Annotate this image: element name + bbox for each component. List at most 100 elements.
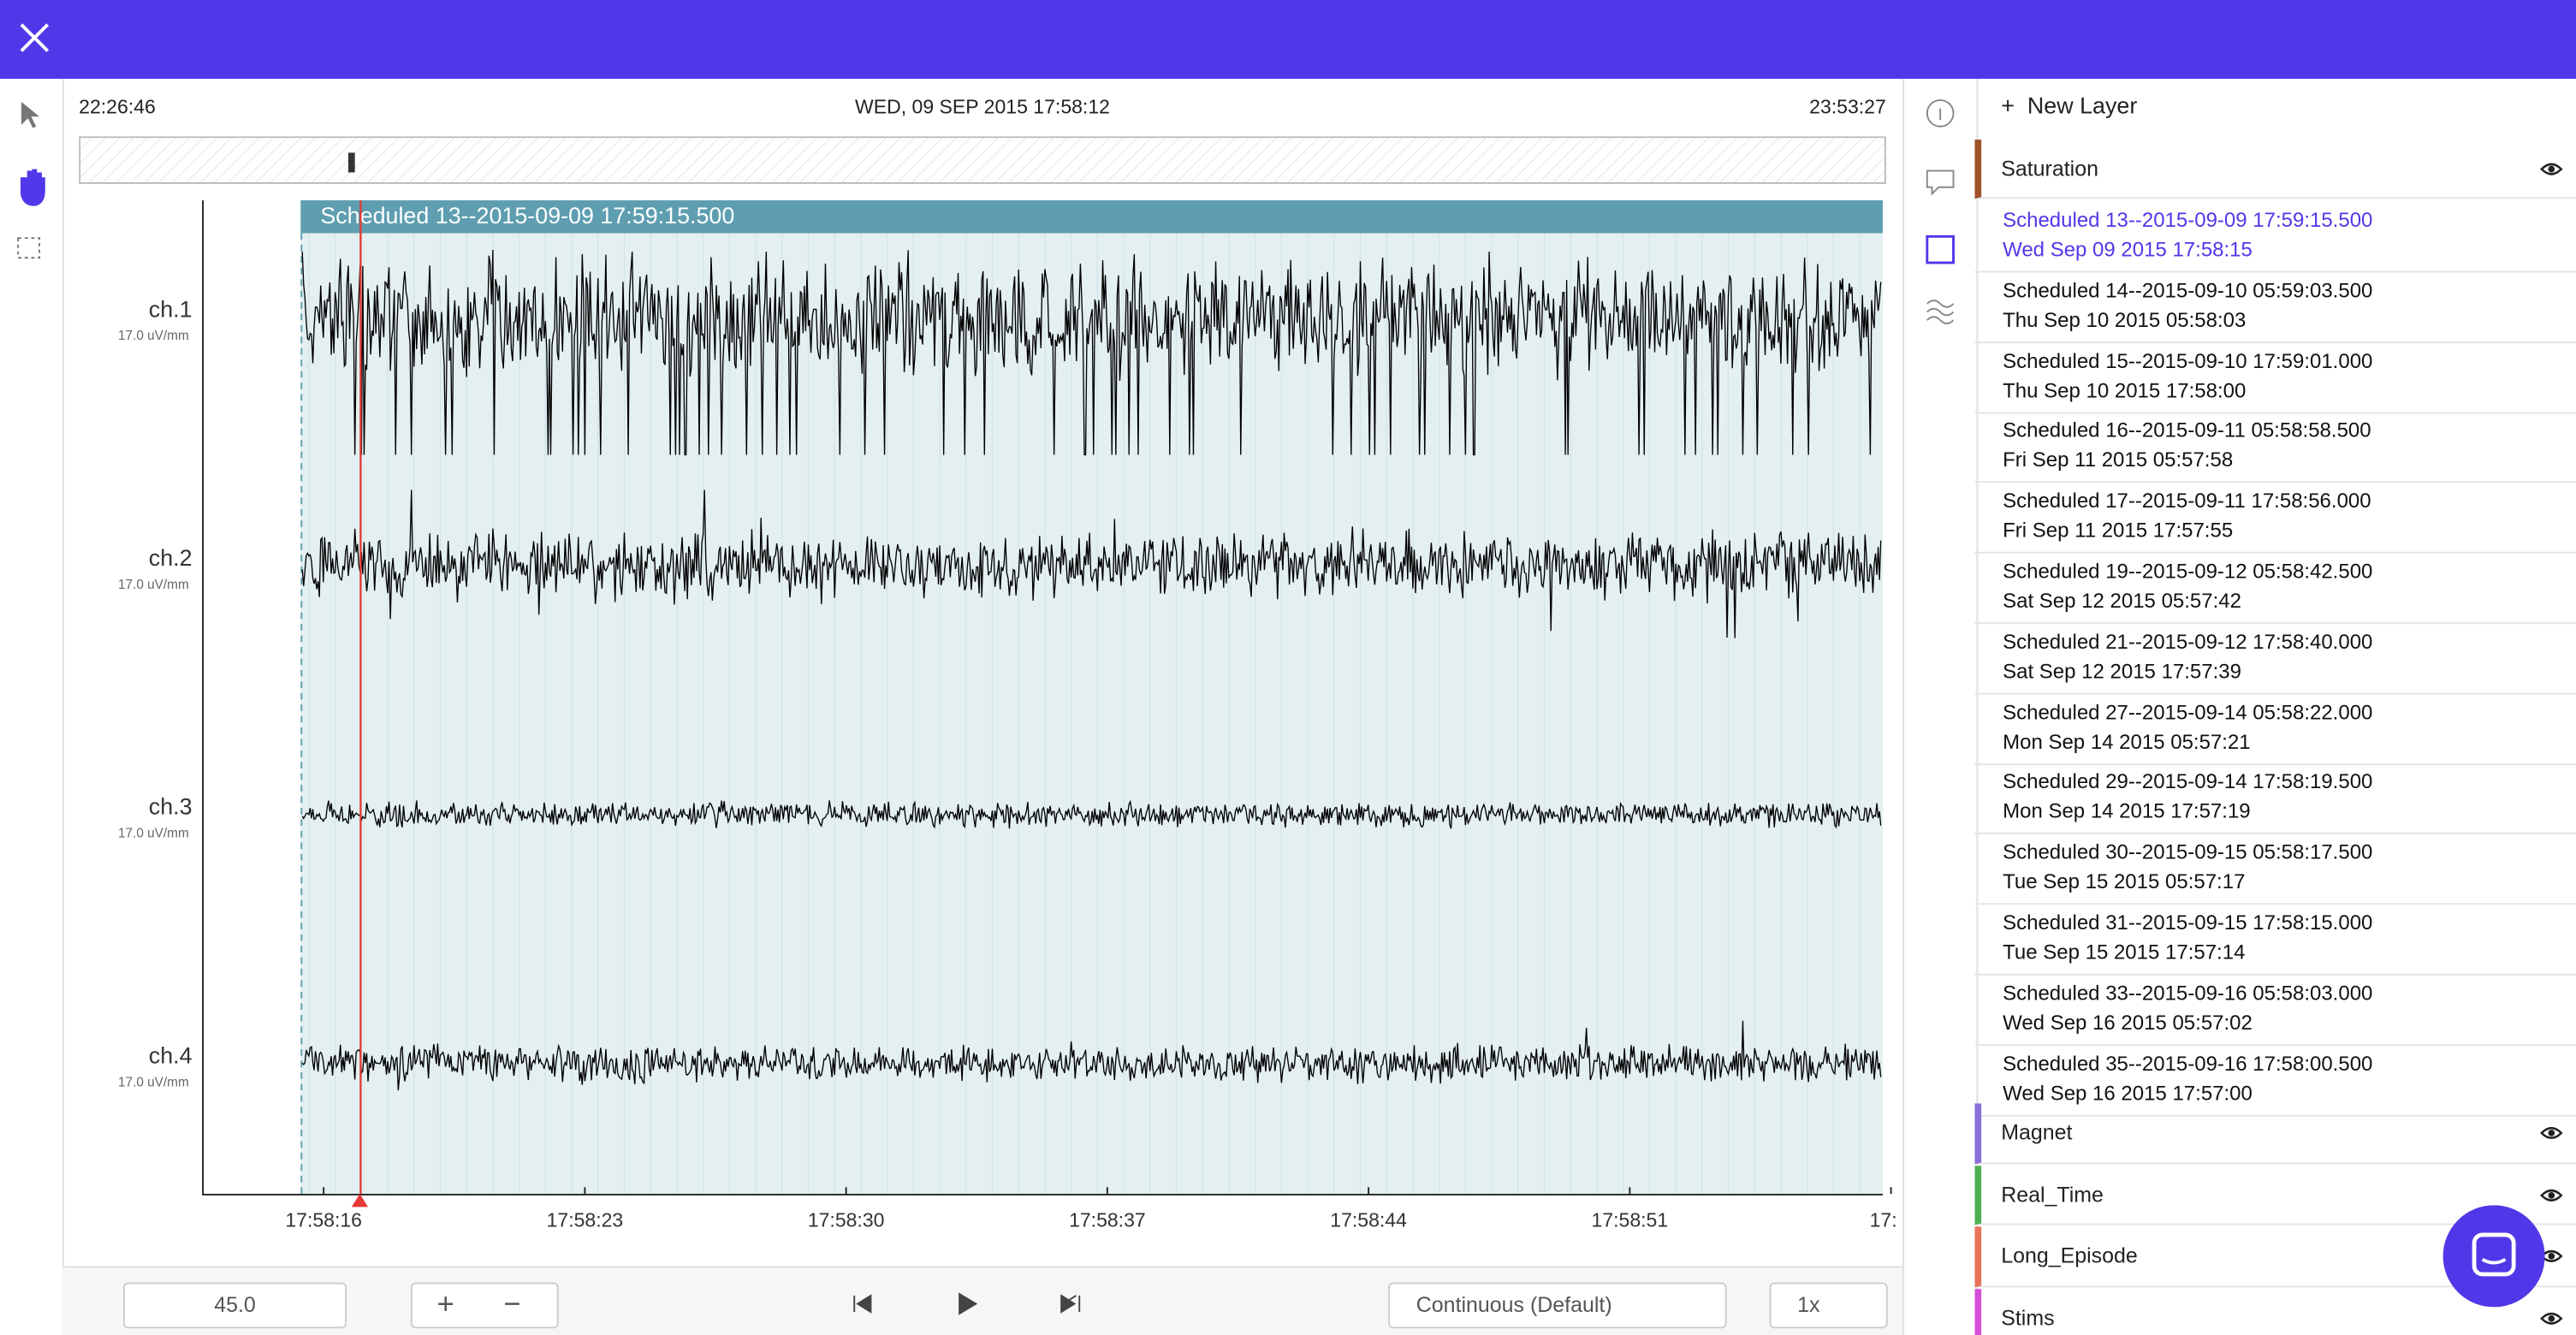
eye-pupil	[2548, 165, 2555, 173]
layer-item[interactable]: Scheduled 35--2015-09-16 17:58:00.500 Wed…	[1974, 1044, 2576, 1117]
eye-pupil	[2548, 1314, 2555, 1321]
visibility-toggle[interactable]	[2540, 1124, 2563, 1141]
layer-item-time: Fri Sep 11 2015 17:57:55	[2003, 519, 2234, 543]
layer-group-name: Saturation	[2001, 156, 2098, 181]
overview-bar[interactable]	[79, 136, 1888, 186]
layer-group-name: Real_Time	[2001, 1181, 2104, 1207]
tools[interactable]	[15, 98, 47, 295]
channel-scale: 17.0 uV/mm	[118, 329, 189, 343]
layer-item[interactable]: Scheduled 29--2015-09-14 17:58:19.500 Mon…	[1974, 762, 2576, 835]
channel-scale: 17.0 uV/mm	[118, 578, 189, 592]
layer-item-title: Scheduled 27--2015-09-14 05:58:22.000	[2003, 700, 2373, 724]
x-tick-label: 17:	[1870, 1208, 1897, 1231]
annotation-region	[300, 200, 1883, 1194]
speed-dropdown[interactable]: 1x	[1769, 1282, 1888, 1329]
eye-icon	[2540, 1188, 2563, 1201]
layer-item[interactable]: Scheduled 15--2015-09-10 17:59:01.000 Thu…	[1974, 341, 2576, 413]
layer-item-time: Thu Sep 10 2015 17:58:00	[2003, 378, 2247, 402]
eye-pupil	[2548, 1253, 2555, 1260]
layer-item-time: Tue Sep 15 2015 17:57:14	[2003, 940, 2246, 964]
layer-item-time: Thu Sep 10 2015 05:58:03	[2003, 308, 2247, 332]
visibility-toggle[interactable]	[2540, 1186, 2563, 1202]
layer-group-name: Magnet	[2001, 1119, 2073, 1145]
mode-dropdown[interactable]: Continuous (Default)	[1388, 1282, 1727, 1329]
layer-group[interactable]: Real_Time	[1974, 1165, 2576, 1225]
eye-pupil	[2548, 1191, 2555, 1198]
layer-item[interactable]: Scheduled 13--2015-09-09 17:59:15.500 Wed…	[1974, 200, 2576, 273]
x-tick-label: 17:58:30	[808, 1208, 885, 1231]
layer-group[interactable]: Magnet	[1974, 1103, 2576, 1164]
layer-item-title: Scheduled 15--2015-09-10 17:59:01.000	[2003, 348, 2373, 372]
visibility-toggle[interactable]	[2540, 161, 2563, 177]
eye-pupil	[2548, 1130, 2555, 1136]
layer-item-title: Scheduled 16--2015-09-11 05:58:58.500	[2003, 419, 2371, 442]
channel-scale: 17.0 uV/mm	[118, 827, 189, 841]
channel-name: ch.1	[149, 296, 193, 322]
layer-item-time: Wed Sep 16 2015 17:57:00	[2003, 1081, 2253, 1105]
channel-scale: 17.0 uV/mm	[118, 1075, 189, 1089]
eeg-trace	[301, 799, 1882, 829]
annotation-header	[300, 200, 1883, 234]
layer-item-title: Scheduled 13--2015-09-09 17:59:15.500	[2003, 208, 2373, 232]
side-icons	[1902, 79, 1979, 1335]
layer-item-time: Mon Sep 14 2015 05:57:21	[2003, 730, 2251, 753]
playback-controls[interactable]	[848, 1290, 1095, 1317]
layer-item[interactable]: Scheduled 21--2015-09-12 17:58:40.000 Sat…	[1974, 622, 2576, 695]
layer-group[interactable]: Saturation	[1974, 139, 2576, 199]
layer-item-time: Mon Sep 14 2015 17:57:19	[2003, 800, 2251, 824]
controls-bar: 45.0 + − Continuous (Default) 1x	[62, 1266, 1903, 1335]
layer-group-name: Long_Episode	[2001, 1243, 2138, 1268]
new-layer-button[interactable]: + New Layer	[2001, 92, 2138, 119]
timeline-end: 23:53:27	[1809, 95, 1886, 119]
eeg-trace	[301, 1020, 1882, 1091]
layer-item[interactable]: Scheduled 30--2015-09-15 05:58:17.500 Tue…	[1974, 833, 2576, 905]
window-input[interactable]: 45.0	[122, 1282, 347, 1329]
chat-button[interactable]	[2442, 1205, 2545, 1308]
layer-item-time: Tue Sep 15 2015 05:57:17	[2003, 870, 2246, 894]
layer-item[interactable]: Scheduled 19--2015-09-12 05:58:42.500 Sat…	[1974, 552, 2576, 625]
layer-group[interactable]: Long_Episode	[1974, 1226, 2576, 1287]
layer-item-title: Scheduled 29--2015-09-14 17:58:19.500	[2003, 770, 2373, 794]
layer-item-title: Scheduled 14--2015-09-10 05:59:03.500	[2003, 278, 2373, 302]
layer-item-time: Wed Sep 16 2015 05:57:02	[2003, 1011, 2253, 1035]
layer-item-time: Sat Sep 12 2015 05:57:42	[2003, 589, 2241, 613]
eye-icon	[2540, 1249, 2563, 1262]
layer-item[interactable]: Scheduled 16--2015-09-11 05:58:58.500 Fri…	[1974, 411, 2576, 484]
annotation-label: Scheduled 13--2015-09-09 17:59:15.500	[320, 203, 734, 228]
x-tick-label: 17:58:51	[1592, 1208, 1669, 1231]
visibility-toggle[interactable]	[2540, 1248, 2563, 1264]
layer-group[interactable]: Stims	[1974, 1288, 2576, 1335]
layer-item[interactable]: Scheduled 31--2015-09-15 17:58:15.000 Tue…	[1974, 903, 2576, 976]
layer-item[interactable]: Scheduled 33--2015-09-16 05:58:03.000 Wed…	[1974, 973, 2576, 1046]
layer-item-title: Scheduled 17--2015-09-11 17:58:56.000	[2003, 490, 2371, 513]
layer-item[interactable]: Scheduled 17--2015-09-11 17:58:56.000 Fri…	[1974, 482, 2576, 554]
layer-item-title: Scheduled 19--2015-09-12 05:58:42.500	[2003, 560, 2373, 584]
timeline-start: 22:26:46	[79, 95, 156, 119]
layer-item[interactable]: Scheduled 27--2015-09-14 05:58:22.000 Mon…	[1974, 692, 2576, 765]
channel-name: ch.3	[149, 794, 193, 820]
channel-name: ch.2	[149, 545, 193, 571]
visibility-toggle[interactable]	[2540, 1309, 2563, 1326]
panel-tabs[interactable]	[1924, 95, 1960, 341]
tool-column	[0, 79, 64, 1335]
eye-icon	[2540, 1311, 2563, 1324]
zoom-buttons[interactable]: + −	[410, 1282, 559, 1329]
layer-item-title: Scheduled 21--2015-09-12 17:58:40.000	[2003, 630, 2373, 654]
eeg-trace	[301, 250, 1882, 456]
layer-item-time: Wed Sep 09 2015 17:58:15	[2003, 238, 2253, 262]
new-layer-label: New Layer	[2027, 92, 2138, 119]
x-tick-label: 17:58:44	[1330, 1208, 1407, 1231]
layer-item-title: Scheduled 31--2015-09-15 17:58:15.000	[2003, 911, 2373, 934]
eye-icon	[2540, 163, 2563, 175]
x-tick-label: 17:58:23	[547, 1208, 624, 1231]
layer-group-name: Stims	[2001, 1304, 2055, 1330]
close-button[interactable]	[18, 21, 50, 54]
top-bar	[0, 0, 2576, 80]
layer-item[interactable]: Scheduled 14--2015-09-10 05:59:03.500 Thu…	[1974, 270, 2576, 343]
x-tick-label: 17:58:37	[1069, 1208, 1146, 1231]
eeg-plot: Scheduled 13--2015-09-09 17:59:15.500 ch…	[118, 200, 1897, 1231]
timeline-current: WED, 09 SEP 2015 17:58:12	[854, 95, 1110, 119]
layer-item-title: Scheduled 35--2015-09-16 17:58:00.500	[2003, 1052, 2373, 1076]
